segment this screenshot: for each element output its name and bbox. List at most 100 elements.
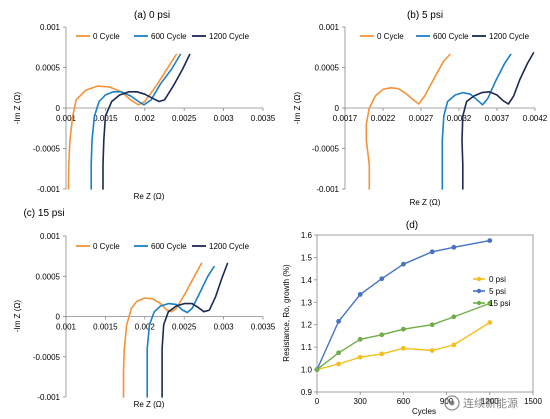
x-axis-label: Re Z (Ω) xyxy=(134,400,165,409)
data-point xyxy=(451,244,457,250)
data-point xyxy=(487,320,493,325)
chart-title: (c) 15 psi xyxy=(23,208,64,219)
legend-marker xyxy=(476,300,482,306)
chart-title: (b) 5 psi xyxy=(407,10,443,21)
legend-label: 1200 Cycle xyxy=(209,32,250,41)
x-tick-label: 1200 xyxy=(481,397,499,406)
data-point xyxy=(357,336,363,342)
chart-title: (d) xyxy=(406,220,418,231)
x-tick-label: 0.002 xyxy=(135,323,156,332)
x-tick-label: 0.003 xyxy=(214,114,235,123)
data-point xyxy=(429,322,435,328)
y-tick-label: -0.001 xyxy=(316,185,339,194)
data-point xyxy=(379,351,385,357)
y-axis-label: -Im Z (Ω) xyxy=(13,92,22,125)
x-tick-label: 0.0025 xyxy=(172,114,197,123)
y-tick-label: -0.001 xyxy=(37,185,60,194)
x-tick-label: 0.0022 xyxy=(371,114,396,123)
data-point xyxy=(401,261,406,267)
data-point xyxy=(336,318,341,324)
x-tick-label: 1500 xyxy=(524,397,542,406)
y-tick-label: 0 xyxy=(56,313,61,322)
y-tick-label: 1.1 xyxy=(301,343,313,352)
x-tick-label: 0.002 xyxy=(135,114,156,123)
data-point xyxy=(336,361,341,367)
data-point xyxy=(429,249,435,255)
x-tick-label: 0.0027 xyxy=(409,114,434,123)
series-line-1 xyxy=(122,262,203,398)
series-line-2 xyxy=(90,53,182,190)
y-tick-label: 1.4 xyxy=(301,276,313,285)
chart-title: (a) 0 psi xyxy=(134,10,170,21)
x-tick-label: 0.0042 xyxy=(523,114,548,123)
y-tick-label: -0.0005 xyxy=(33,145,61,154)
x-tick-label: 0.0015 xyxy=(93,323,118,332)
x-tick-label: 0.001 xyxy=(56,114,77,123)
y-tick-label: -0.001 xyxy=(37,393,60,402)
legend-label: 0 psi xyxy=(489,275,506,284)
legend-label: 5 psi xyxy=(489,287,506,296)
data-point xyxy=(314,367,320,372)
legend-label: 600 Cycle xyxy=(151,32,187,41)
x-axis-label: Cycles xyxy=(412,407,436,416)
legend-marker xyxy=(476,288,482,294)
series-line-1 xyxy=(316,321,491,371)
legend-label: 1200 Cycle xyxy=(209,242,250,251)
series-line-3 xyxy=(161,262,229,398)
y-tick-label: 0.001 xyxy=(319,23,340,32)
x-tick-label: 600 xyxy=(397,397,411,406)
y-tick-label: 0.0005 xyxy=(315,64,340,73)
chart-panel-2: (b) 5 psi 0.0017 0.0022 0.0027 0.0032 0.0037 0… xyxy=(293,10,548,207)
series-line-2 xyxy=(316,239,491,371)
series-line-3 xyxy=(316,302,491,371)
y-tick-label: 0.001 xyxy=(40,23,61,32)
series-line-1 xyxy=(67,53,178,190)
watermark-text: 连续新能源 xyxy=(463,396,518,410)
y-tick-label: 0.0005 xyxy=(36,272,61,281)
legend-label: 15 psi xyxy=(489,299,511,308)
data-point xyxy=(487,238,493,244)
y-tick-label: 1.6 xyxy=(301,231,313,240)
data-point xyxy=(451,314,457,320)
x-tick-label: 0.001 xyxy=(56,323,77,332)
y-tick-label: -0.0005 xyxy=(33,353,61,362)
legend-marker xyxy=(476,276,482,282)
y-axis-label: -Im Z (Ω) xyxy=(13,300,22,333)
y-tick-label: 0.0005 xyxy=(36,64,61,73)
x-tick-label: 0.0035 xyxy=(251,114,276,123)
y-tick-label: 1.3 xyxy=(301,298,313,307)
y-tick-label: 0.001 xyxy=(40,232,61,241)
x-tick-label: 0.0037 xyxy=(485,114,510,123)
y-axis-label: Resistance, Ro, growth (%) xyxy=(282,264,291,362)
data-point xyxy=(357,292,363,297)
data-point xyxy=(487,301,493,306)
legend-label: 600 Cycle xyxy=(151,242,187,251)
x-tick-label: 0.0017 xyxy=(333,114,358,123)
x-tick-label: 0 xyxy=(315,397,320,406)
series-line-2 xyxy=(441,53,512,190)
y-tick-label: 1.0 xyxy=(301,366,313,375)
data-point xyxy=(401,345,406,351)
x-tick-label: 300 xyxy=(354,397,368,406)
x-tick-label: 0.0025 xyxy=(172,323,197,332)
series-line-3 xyxy=(102,53,191,190)
x-tick-label: 0.0032 xyxy=(447,114,472,123)
plot-frame xyxy=(316,234,534,393)
y-tick-label: -0.0005 xyxy=(312,145,340,154)
data-point xyxy=(401,326,406,332)
data-point xyxy=(379,332,385,338)
watermark: 连续新能源 xyxy=(444,395,518,411)
x-tick-label: 900 xyxy=(440,397,454,406)
series-line-1 xyxy=(365,53,451,190)
x-tick-label: 0.0035 xyxy=(251,323,276,332)
x-tick-label: 0.003 xyxy=(214,323,235,332)
data-point xyxy=(336,350,341,356)
y-axis-label: -Im Z (Ω) xyxy=(293,92,302,125)
data-point xyxy=(357,354,363,360)
data-point xyxy=(379,276,385,282)
x-axis-label: Re Z (Ω) xyxy=(134,192,165,201)
y-tick-label: 1.5 xyxy=(301,253,313,262)
data-point xyxy=(429,348,435,353)
watermark-logo-dot xyxy=(449,400,455,406)
